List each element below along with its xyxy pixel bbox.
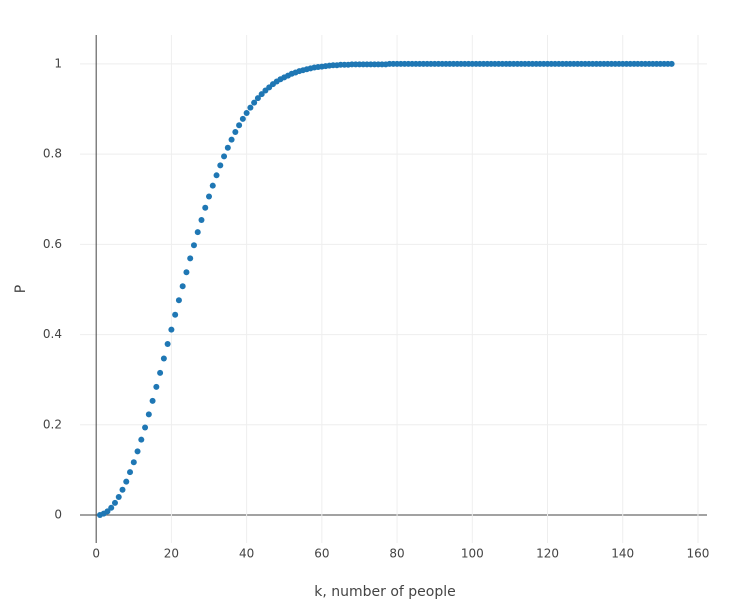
point bbox=[119, 486, 126, 493]
point bbox=[104, 508, 111, 515]
x-axis-title: k, number of people bbox=[314, 584, 456, 600]
point bbox=[160, 355, 167, 362]
y-tick-label: 0.4 bbox=[43, 327, 62, 341]
point bbox=[239, 115, 246, 122]
y-tick-label: 0.6 bbox=[43, 237, 62, 251]
point bbox=[198, 216, 205, 223]
point bbox=[179, 283, 186, 290]
point bbox=[172, 311, 179, 318]
point bbox=[187, 255, 194, 262]
point bbox=[221, 153, 228, 160]
x-tick-label: 120 bbox=[536, 547, 559, 561]
y-tick-label: 1 bbox=[54, 56, 62, 70]
point bbox=[213, 172, 220, 179]
point bbox=[217, 162, 224, 169]
point bbox=[194, 229, 201, 236]
x-tick-label: 40 bbox=[239, 547, 254, 561]
y-tick-label: 0.2 bbox=[43, 417, 62, 431]
x-tick-label: 140 bbox=[611, 547, 634, 561]
point bbox=[127, 469, 134, 476]
point bbox=[202, 204, 209, 211]
point bbox=[251, 99, 258, 106]
y-tick-label: 0 bbox=[54, 508, 62, 522]
point bbox=[123, 478, 130, 485]
point bbox=[108, 504, 115, 511]
x-tick-label: 100 bbox=[461, 547, 484, 561]
point bbox=[254, 95, 261, 102]
point bbox=[111, 499, 118, 506]
point bbox=[164, 341, 171, 348]
point bbox=[168, 326, 175, 333]
point bbox=[130, 459, 137, 466]
point bbox=[236, 122, 243, 129]
point bbox=[206, 193, 213, 200]
point bbox=[115, 493, 122, 500]
point bbox=[243, 110, 250, 117]
point bbox=[232, 128, 239, 135]
point bbox=[134, 448, 141, 455]
point bbox=[153, 383, 160, 390]
point bbox=[157, 369, 164, 376]
point bbox=[145, 411, 152, 418]
point bbox=[183, 269, 190, 276]
point bbox=[247, 104, 254, 111]
point bbox=[224, 144, 231, 151]
x-tick-label: 0 bbox=[92, 547, 100, 561]
point bbox=[228, 136, 235, 143]
x-tick-label: 60 bbox=[314, 547, 329, 561]
point bbox=[138, 436, 145, 443]
x-tick-label: 20 bbox=[164, 547, 179, 561]
point bbox=[668, 60, 675, 67]
x-tick-label: 160 bbox=[687, 547, 710, 561]
y-axis-title: P bbox=[13, 285, 29, 293]
point bbox=[142, 424, 149, 431]
point bbox=[175, 297, 182, 304]
y-tick-label: 0.8 bbox=[43, 147, 62, 161]
point bbox=[190, 242, 197, 249]
point bbox=[258, 91, 265, 98]
point bbox=[149, 397, 156, 404]
point bbox=[209, 182, 216, 189]
x-tick-label: 80 bbox=[389, 547, 404, 561]
